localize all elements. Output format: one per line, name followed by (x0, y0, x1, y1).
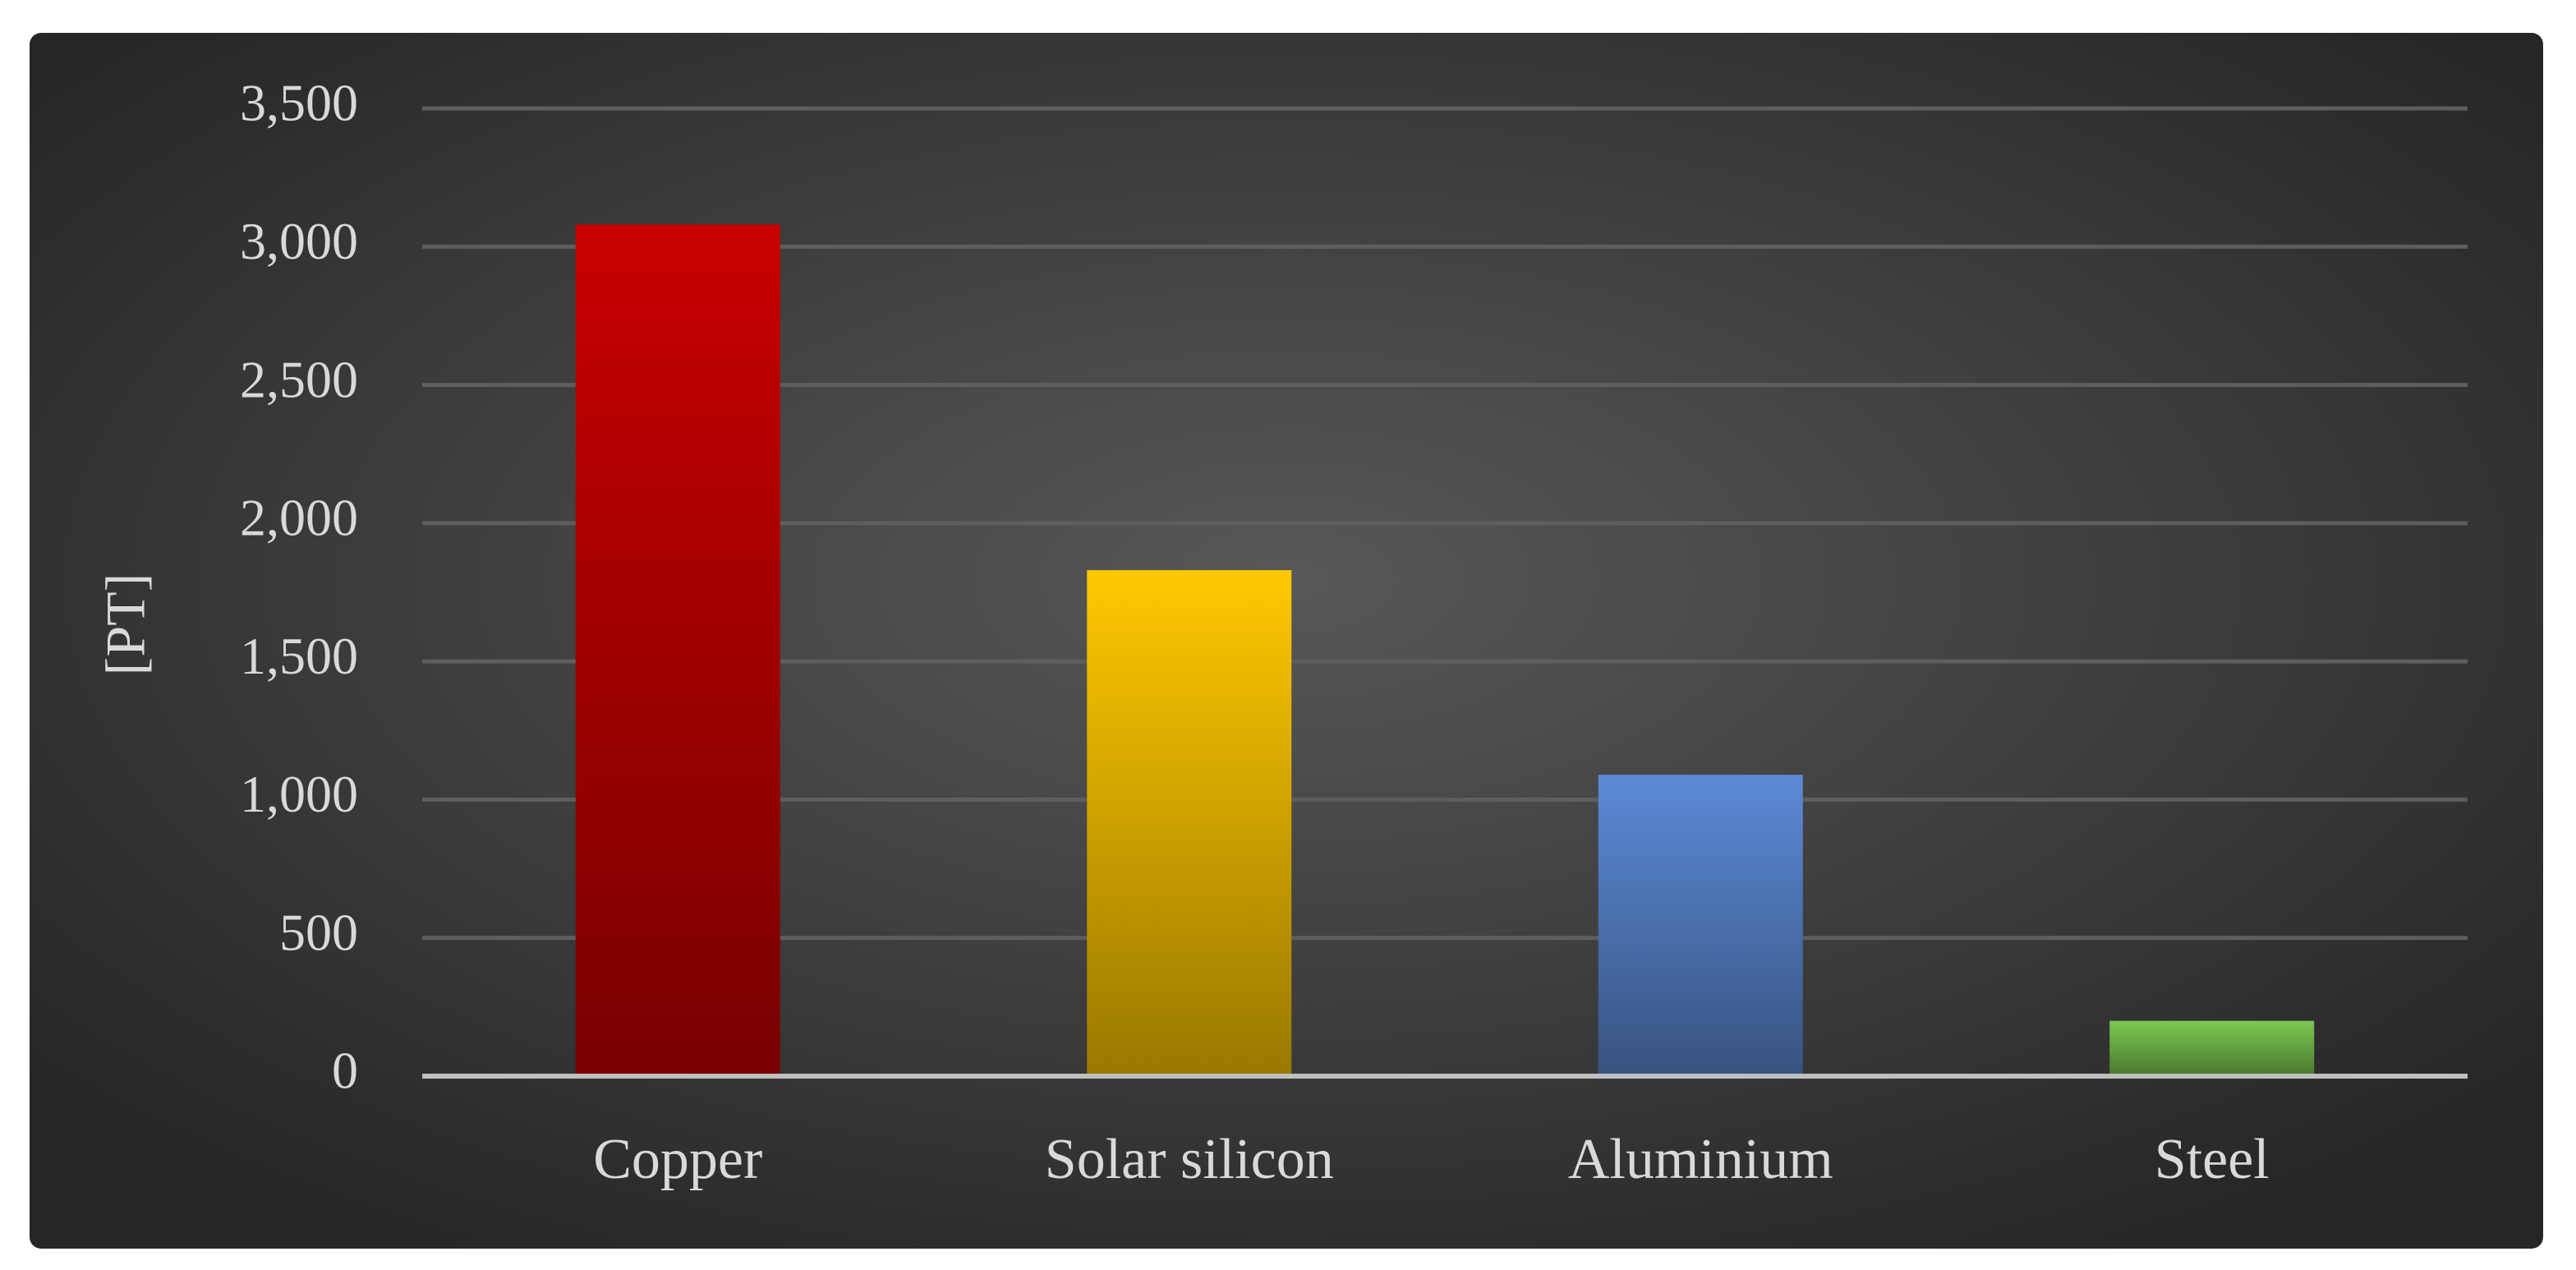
y-tick-label: 3,500 (240, 74, 358, 132)
y-tick-label: 1,000 (240, 765, 358, 823)
bar (575, 224, 780, 1076)
y-axis-label: [PT] (94, 573, 157, 676)
bar (1598, 775, 1803, 1076)
y-tick-label: 0 (332, 1042, 358, 1100)
y-tick-label: 500 (279, 903, 358, 961)
x-tick-label: Steel (2155, 1128, 2270, 1191)
x-tick-label: Copper (593, 1128, 762, 1191)
y-tick-label: 1,500 (240, 627, 358, 685)
y-tick-label: 2,000 (240, 489, 358, 547)
y-tick-label: 2,500 (240, 350, 358, 408)
bar (1087, 570, 1292, 1076)
y-tick-label: 3,000 (240, 212, 358, 270)
x-tick-label: Aluminium (1568, 1128, 1833, 1191)
bar (2109, 1020, 2315, 1076)
x-tick-label: Solar silicon (1045, 1128, 1334, 1191)
